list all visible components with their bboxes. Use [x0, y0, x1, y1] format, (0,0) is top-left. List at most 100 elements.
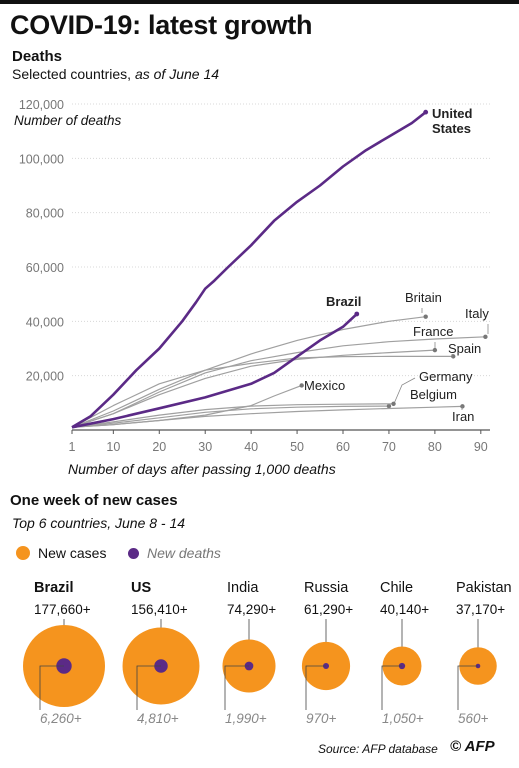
bubbles-title: One week of new cases: [10, 492, 178, 509]
series-label-belgium: Belgium: [410, 387, 457, 402]
chart-title: Deaths: [12, 48, 63, 65]
series-end-point-iran: [460, 404, 465, 409]
y-tick-label: 40,000: [26, 315, 64, 329]
series-line-france: [71, 349, 435, 428]
x-tick-label: 50: [290, 440, 304, 454]
y-tick-label: 20,000: [26, 370, 64, 384]
y-tick-label: 120,000: [19, 98, 64, 112]
deaths-leader-chile: [381, 665, 402, 710]
y-tick-label: 80,000: [26, 207, 64, 221]
y-tick-label: 60,000: [26, 261, 64, 275]
deaths-label-india: 1,990+: [225, 711, 267, 726]
deaths-label-pakistan: 560+: [458, 711, 489, 726]
legend-new-cases: New cases: [16, 545, 106, 561]
legend-cases-label: New cases: [38, 545, 107, 561]
series-line-spain: [71, 355, 454, 428]
y-tick-label: 100,000: [19, 152, 64, 166]
cases-label-chile: 40,140+: [380, 602, 429, 617]
series-end-point-brazil: [354, 311, 360, 317]
deaths-bubble-pakistan: [475, 663, 481, 669]
deaths-bubble-chile: [398, 662, 406, 670]
x-tick-label: 90: [474, 440, 488, 454]
series-line-iran: [71, 405, 463, 428]
cases-bubble-pakistan: [459, 647, 497, 685]
deaths-line-chart: 120,000 100,000 80,000 60,000 40,000 20,000 1 1…: [14, 98, 490, 477]
series-leader-germany: [392, 377, 416, 407]
deaths-label-brazil: 6,260+: [40, 711, 82, 726]
deaths-leader-india: [224, 665, 249, 710]
afp-logo: © AFP: [450, 738, 495, 755]
x-tick-label: 30: [198, 440, 212, 454]
series-label-italy: Italy: [465, 306, 489, 321]
source-note: Source: AFP database: [318, 742, 438, 756]
series-end-point-united-states: [423, 109, 429, 115]
chart-subtitle: Selected countries, as of June 14: [12, 66, 219, 82]
cases-label-india: 74,290+: [227, 602, 276, 617]
legend-deaths-label: New deaths: [147, 545, 221, 561]
cases-label-brazil: 177,660+: [34, 602, 91, 617]
cases-bubble-brazil: [23, 625, 105, 707]
series-label-brazil: Brazil: [326, 294, 361, 309]
x-tick-label: 20: [152, 440, 166, 454]
deaths-leader-us: [136, 665, 161, 710]
cases-label-pakistan: 37,170+: [456, 602, 505, 617]
country-name-chile: Chile: [380, 580, 413, 596]
series-label-united-states: United: [432, 106, 473, 121]
cases-bubble-russia: [301, 641, 351, 691]
page-title: COVID-19: latest growth: [10, 10, 313, 40]
cases-label-russia: 61,290+: [304, 602, 353, 617]
y-axis-label: Number of deaths: [14, 113, 122, 128]
series-end-point-belgium: [391, 401, 396, 406]
deaths-bubble-us: [154, 659, 168, 673]
series-line-britain: [71, 316, 426, 428]
series-label-france: France: [413, 324, 453, 339]
country-name-us: US: [131, 580, 151, 596]
country-name-brazil: Brazil: [34, 580, 74, 596]
x-tick-label: 40: [244, 440, 258, 454]
x-axis-label: Number of days after passing 1,000 death…: [68, 461, 336, 477]
deaths-label-chile: 1,050+: [382, 711, 424, 726]
series-line-italy: [71, 336, 486, 428]
x-tick-label: 60: [336, 440, 350, 454]
cases-bubble-india: [222, 639, 276, 693]
series-end-point-mexico: [299, 383, 304, 388]
series-label-mexico: Mexico: [304, 378, 345, 393]
cases-label-us: 156,410+: [131, 602, 188, 617]
series-end-point-france: [432, 347, 438, 353]
x-tick-label: 10: [106, 440, 120, 454]
series-label-germany: Germany: [419, 369, 473, 384]
series-line-united-states: [71, 111, 427, 429]
cases-bubble-us: [122, 627, 200, 705]
chart-subtitle-plain: Selected countries,: [12, 66, 135, 82]
legend-deaths-swatch: [128, 547, 139, 559]
deaths-label-us: 4,810+: [137, 711, 179, 726]
country-name-pakistan: Pakistan: [456, 580, 512, 596]
deaths-bubble-india: [244, 661, 254, 671]
x-tick-label: 1: [69, 440, 76, 454]
deaths-leader-brazil: [39, 665, 64, 710]
series-end-point-italy: [483, 334, 488, 340]
series-label-united-states: States: [432, 121, 471, 136]
bubbles-subtitle: Top 6 countries, June 8 - 14: [12, 515, 186, 531]
series-end-point-britain: [423, 314, 428, 319]
series-label-britain: Britain: [405, 290, 442, 305]
x-tick-label: 80: [428, 440, 442, 454]
cases-bubble-chile: [382, 646, 422, 686]
deaths-leader-pakistan: [457, 665, 478, 710]
deaths-bubble-brazil: [56, 658, 72, 674]
legend-new-deaths: New deaths: [128, 545, 221, 561]
series-line-brazil: [71, 313, 358, 429]
legend-cases-swatch: [16, 546, 30, 560]
series-line-belgium: [71, 403, 394, 428]
series-line-germany: [71, 405, 389, 428]
deaths-label-russia: 970+: [306, 711, 337, 726]
deaths-bubble-russia: [322, 662, 330, 670]
series-end-point-germany: [386, 403, 392, 409]
series-label-spain: Spain: [448, 341, 481, 356]
chart-subtitle-date: as of June 14: [134, 66, 220, 82]
deaths-leader-russia: [305, 665, 326, 710]
country-name-india: India: [227, 580, 259, 596]
series-label-iran: Iran: [452, 409, 474, 424]
x-tick-label: 70: [382, 440, 396, 454]
top-rule: [0, 0, 519, 4]
